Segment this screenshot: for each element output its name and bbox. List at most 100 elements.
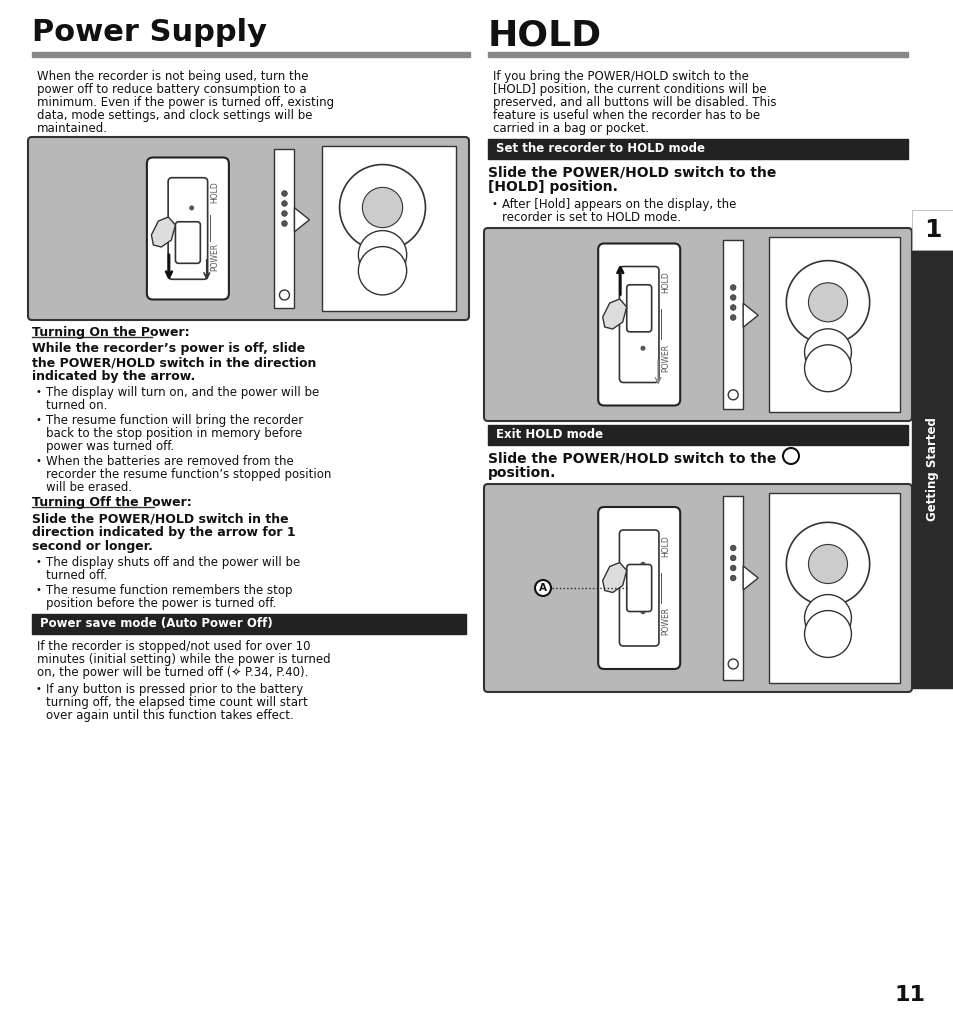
Text: indicated by the arrow.: indicated by the arrow. [32,370,195,383]
Circle shape [730,294,735,300]
Text: carried in a bag or pocket.: carried in a bag or pocket. [493,122,648,135]
Text: Exit HOLD mode: Exit HOLD mode [496,428,602,442]
Text: Getting Started: Getting Started [925,417,939,521]
Text: minimum. Even if the power is turned off, existing: minimum. Even if the power is turned off… [37,96,334,109]
Circle shape [803,610,850,657]
Circle shape [281,191,287,196]
FancyBboxPatch shape [483,228,911,421]
Circle shape [281,211,287,217]
Text: [HOLD] position, the current conditions will be: [HOLD] position, the current conditions … [493,83,766,96]
Circle shape [803,595,850,642]
Text: •: • [36,684,42,694]
Bar [722,240,742,409]
FancyBboxPatch shape [147,157,229,299]
FancyBboxPatch shape [598,243,679,406]
Circle shape [807,545,846,584]
Text: HOLD: HOLD [488,18,601,52]
Text: The display will turn on, and the power will be: The display will turn on, and the power … [46,386,319,399]
Circle shape [639,562,645,567]
Bar [722,496,742,680]
Circle shape [189,226,194,231]
Text: A: A [538,583,546,593]
Text: •: • [36,585,42,595]
Text: Slide the POWER/HOLD switch to the: Slide the POWER/HOLD switch to the [488,451,785,465]
Text: data, mode settings, and clock settings will be: data, mode settings, and clock settings … [37,109,313,122]
Circle shape [785,522,869,606]
Circle shape [803,329,850,376]
Text: recorder the resume function’s stopped position: recorder the resume function’s stopped p… [46,468,331,481]
Bar [768,237,899,412]
Bar [274,149,294,308]
Circle shape [807,283,846,322]
Text: feature is useful when the recorder has to be: feature is useful when the recorder has … [493,109,760,122]
FancyBboxPatch shape [618,267,659,382]
Circle shape [189,246,194,251]
Circle shape [730,315,735,320]
Text: minutes (initial setting) while the power is turned: minutes (initial setting) while the powe… [37,653,331,666]
FancyBboxPatch shape [175,222,200,264]
Circle shape [358,231,406,279]
Circle shape [727,659,738,669]
Circle shape [639,345,645,351]
Bar [488,425,907,445]
Bar [32,614,465,634]
Circle shape [358,246,406,295]
Text: 1: 1 [923,218,941,242]
Circle shape [730,545,735,551]
Text: position.: position. [488,466,556,480]
Text: POWER: POWER [660,607,670,635]
Text: •: • [36,456,42,466]
Text: •: • [36,387,42,397]
Circle shape [730,555,735,561]
Text: [HOLD] position.: [HOLD] position. [488,180,618,194]
Circle shape [730,285,735,290]
Text: •: • [36,415,42,425]
Polygon shape [602,562,626,593]
Circle shape [782,448,799,464]
Circle shape [727,389,738,400]
Text: Power Supply: Power Supply [32,18,267,47]
Text: POWER: POWER [210,243,219,271]
Circle shape [281,221,287,226]
Polygon shape [602,299,626,329]
Circle shape [639,586,645,591]
Text: When the recorder is not being used, turn the: When the recorder is not being used, tur… [37,69,308,83]
Text: second or longer.: second or longer. [32,540,152,553]
FancyBboxPatch shape [168,178,208,279]
Text: POWER: POWER [660,343,670,372]
Text: power off to reduce battery consumption to a: power off to reduce battery consumption … [37,83,306,96]
Polygon shape [294,207,309,232]
Bar [911,250,953,688]
Circle shape [639,609,645,614]
Polygon shape [742,304,758,327]
Text: Power save mode (Auto Power Off): Power save mode (Auto Power Off) [40,617,273,630]
Text: HOLD: HOLD [660,272,670,293]
Text: •: • [492,199,497,210]
Bar [322,146,456,311]
Text: Turning Off the Power:: Turning Off the Power: [32,496,192,509]
Bar [488,139,907,159]
Text: The resume function remembers the stop: The resume function remembers the stop [46,584,293,597]
Text: turned off.: turned off. [46,569,107,582]
Text: If you bring the POWER/HOLD switch to the: If you bring the POWER/HOLD switch to th… [493,69,748,83]
Text: A: A [786,451,795,461]
Text: turning off, the elapsed time count will start: turning off, the elapsed time count will… [46,696,308,709]
Text: HOLD: HOLD [210,181,219,203]
Text: will be erased.: will be erased. [46,481,132,494]
Text: power was turned off.: power was turned off. [46,440,174,453]
Text: the POWER/HOLD switch in the direction: the POWER/HOLD switch in the direction [32,356,316,369]
Bar [768,493,899,683]
Circle shape [535,580,551,596]
FancyBboxPatch shape [626,564,651,611]
Text: While the recorder’s power is off, slide: While the recorder’s power is off, slide [32,342,305,355]
FancyBboxPatch shape [618,530,659,646]
Text: When the batteries are removed from the: When the batteries are removed from the [46,455,294,468]
Text: If the recorder is stopped/not used for over 10: If the recorder is stopped/not used for … [37,640,310,653]
Text: turned on.: turned on. [46,399,108,412]
Polygon shape [742,566,758,590]
Circle shape [362,187,402,228]
FancyBboxPatch shape [626,285,651,332]
Circle shape [730,305,735,311]
Circle shape [279,290,289,300]
Bar [32,52,470,57]
